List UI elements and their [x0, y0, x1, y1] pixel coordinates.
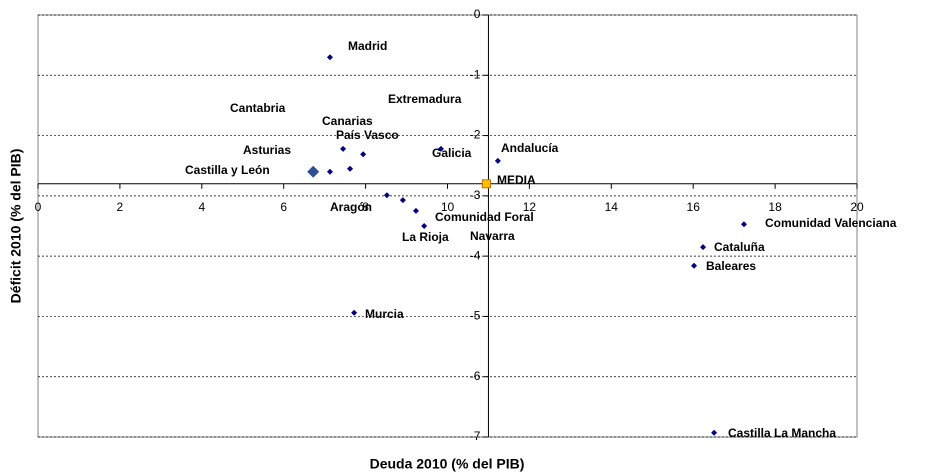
mean-point — [481, 179, 491, 189]
x-tick-label: 0 — [35, 200, 42, 214]
point — [740, 221, 747, 228]
y-tick-label: -4 — [470, 248, 481, 262]
x-tick-label: 6 — [280, 200, 287, 214]
x-tick-label: 4 — [198, 200, 205, 214]
x-tick-label: 8 — [362, 200, 369, 214]
point-label: Galicia — [432, 146, 472, 160]
point — [326, 54, 333, 61]
point-label: Navarra — [470, 229, 515, 243]
point — [326, 168, 333, 175]
x-axis-title: Deuda 2010 (% del PIB) — [370, 456, 525, 472]
point — [412, 207, 419, 214]
y-tick-label: -2 — [470, 128, 481, 142]
x-tick-label: 12 — [523, 200, 537, 214]
point — [399, 197, 406, 204]
point — [700, 244, 707, 251]
point — [351, 309, 358, 316]
y-tick-label: -1 — [470, 67, 481, 81]
point-label: Aragón — [330, 200, 372, 214]
point-label: Castilla La Mancha — [728, 426, 836, 440]
point — [340, 145, 347, 152]
point-label: Extremadura — [388, 92, 462, 106]
point-label: La Rioja — [402, 230, 449, 244]
x-tick-label: 10 — [441, 200, 455, 214]
x-tick-label: 2 — [117, 200, 124, 214]
point-label: Castilla y León — [185, 163, 270, 177]
mean-label: MEDIA — [497, 173, 536, 187]
x-tick-label: 16 — [687, 200, 701, 214]
point-label: Cataluña — [714, 240, 765, 254]
y-tick-label: -5 — [470, 309, 481, 323]
point-label: Madrid — [348, 39, 387, 53]
point-label: Canarias — [322, 114, 373, 128]
y-tick-label: -6 — [470, 369, 481, 383]
point — [691, 262, 698, 269]
x-tick-label: 20 — [850, 200, 864, 214]
point-label: Murcia — [365, 307, 404, 321]
y-tick-label: -3 — [470, 188, 481, 202]
point-label: Asturias — [243, 143, 291, 157]
point — [421, 223, 428, 229]
point-label: Andalucía — [501, 141, 559, 155]
point-label: Comunidad Foral — [435, 210, 534, 224]
point — [711, 429, 718, 436]
point-label: Comunidad Valenciana — [765, 216, 897, 230]
point — [494, 157, 501, 164]
point-label: Cantabria — [230, 101, 286, 115]
point-label: Baleares — [706, 259, 756, 273]
point — [383, 192, 390, 199]
y-axis-title: Déficit 2010 (% del PIB) — [8, 149, 24, 304]
plot-border — [37, 14, 858, 438]
point — [307, 165, 320, 178]
x-tick-label: 18 — [768, 200, 782, 214]
point — [437, 145, 444, 152]
point — [360, 151, 367, 158]
point — [347, 165, 354, 172]
point-label: País Vasco — [336, 128, 399, 142]
y-tick-label: 0 — [474, 7, 481, 21]
y-tick-label: -7 — [470, 429, 481, 443]
x-tick-label: 14 — [605, 200, 619, 214]
